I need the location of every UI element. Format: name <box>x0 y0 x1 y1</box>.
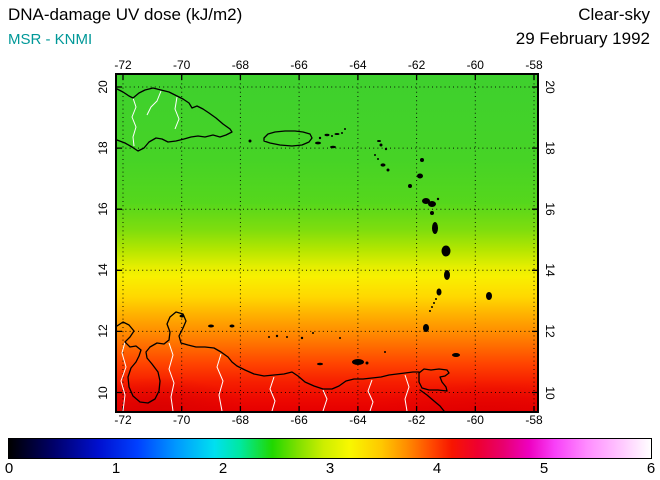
lat-tick-label-right: 18 <box>543 141 557 155</box>
lon-tick-label-top: -66 <box>290 58 308 72</box>
lat-tick-label-right: 12 <box>543 324 557 339</box>
colorbar-label: 0 <box>4 460 14 477</box>
lon-tick-label-top: -62 <box>407 58 426 72</box>
lat-tick-label-left: 20 <box>96 80 110 94</box>
lon-tick-label-top: -70 <box>173 58 191 72</box>
lat-tick-label-right: 14 <box>543 263 557 277</box>
lon-tick-label-top: -60 <box>466 58 484 72</box>
lon-tick-label-bottom: -60 <box>466 413 484 427</box>
lon-tick-label-top: -64 <box>349 58 367 72</box>
chart-title: DNA-damage UV dose (kJ/m2) <box>8 5 243 24</box>
gridlines-layer <box>117 75 537 411</box>
date-label: 29 February 1992 <box>515 29 650 48</box>
lon-tick-label-bottom: -68 <box>231 413 250 427</box>
lat-tick-label-left: 14 <box>96 263 110 277</box>
lon-tick-label-bottom: -58 <box>525 413 543 427</box>
axis-ticks <box>117 75 537 411</box>
white-borders-layer <box>120 90 410 411</box>
colorbar-label: 5 <box>539 460 549 477</box>
lon-tick-label-bottom: -64 <box>349 413 367 427</box>
lat-tick-label-left: 16 <box>96 202 110 216</box>
lon-tick-label-top: -58 <box>525 58 543 72</box>
islands-layer <box>179 128 492 366</box>
lon-tick-label-bottom: -62 <box>407 413 426 427</box>
lat-tick-label-left: 18 <box>96 141 110 155</box>
map-plot <box>115 73 539 413</box>
colorbar-label: 1 <box>111 460 121 477</box>
lon-tick-label-bottom: -70 <box>173 413 191 427</box>
source-label: MSR - KNMI <box>8 31 93 48</box>
condition-label: Clear-sky <box>578 5 650 24</box>
colorbar-label: 6 <box>646 460 656 477</box>
lat-tick-label-left: 10 <box>96 385 110 400</box>
lon-tick-label-top: -72 <box>114 58 132 72</box>
lat-tick-label-left: 12 <box>96 324 110 339</box>
colorbar <box>8 438 652 459</box>
coastlines-layer <box>117 87 450 411</box>
lon-tick-label-bottom: -72 <box>114 413 132 427</box>
lat-tick-label-right: 10 <box>543 385 557 400</box>
lon-tick-label-bottom: -66 <box>290 413 308 427</box>
colorbar-label: 3 <box>325 460 335 477</box>
lat-tick-label-right: 20 <box>543 80 557 94</box>
lon-tick-label-top: -68 <box>231 58 250 72</box>
colorbar-label: 2 <box>218 460 228 477</box>
colorbar-label: 4 <box>432 460 442 477</box>
lat-tick-label-right: 16 <box>543 202 557 216</box>
map-overlay <box>117 75 537 411</box>
